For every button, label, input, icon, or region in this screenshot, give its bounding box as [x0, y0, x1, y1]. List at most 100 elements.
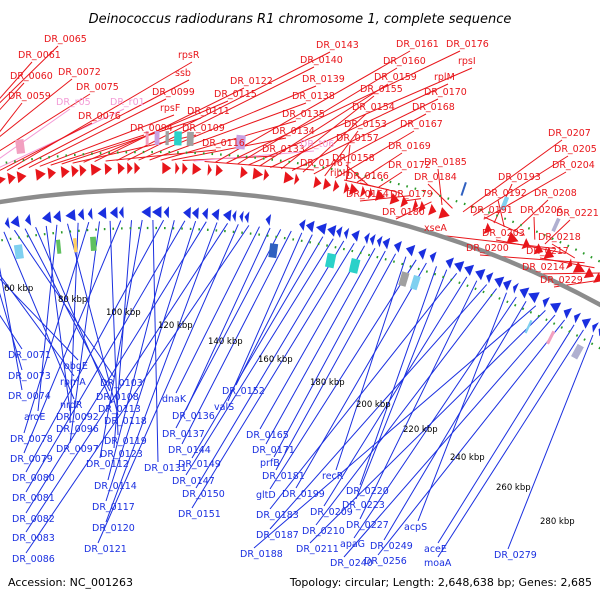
- forward-gene-label[interactable]: DR_0109: [182, 123, 225, 134]
- reverse-gene-label[interactable]: DR_0118: [104, 416, 147, 427]
- reverse-gene-label[interactable]: DR_0071: [8, 350, 51, 361]
- forward-gene-label[interactable]: DR_0094: [130, 123, 173, 134]
- reverse-gene-label[interactable]: DR_0108: [96, 392, 139, 403]
- reverse-gene-label[interactable]: DR_0136: [172, 411, 215, 422]
- forward-gene-label[interactable]: DR_0168: [412, 102, 455, 113]
- forward-gene-label[interactable]: DR_0061: [18, 50, 61, 61]
- reverse-gene-label[interactable]: DR_0078: [10, 434, 53, 445]
- forward-gene-label[interactable]: DR_0172: [388, 160, 431, 171]
- reverse-gene-label[interactable]: DR_0123: [100, 449, 143, 460]
- forward-gene-label[interactable]: DR_0193: [498, 172, 541, 183]
- forward-gene-label[interactable]: DR_0208: [534, 188, 577, 199]
- forward-gene-label[interactable]: DR_r01: [110, 97, 145, 108]
- reverse-gene-label[interactable]: DR_0121: [84, 544, 127, 555]
- reverse-gene-label[interactable]: DR_0150: [182, 489, 225, 500]
- forward-gene-label[interactable]: DR_0191: [470, 205, 513, 216]
- reverse-gene-label[interactable]: DR_0209: [310, 507, 353, 518]
- forward-gene-label[interactable]: DR_0203: [482, 228, 525, 239]
- forward-gene-label[interactable]: DR_0169: [388, 141, 431, 152]
- forward-gene-label[interactable]: DR_0166: [346, 171, 389, 182]
- forward-gene-label[interactable]: DR_0179: [390, 189, 433, 200]
- forward-gene-label[interactable]: DR_0146: [300, 158, 343, 169]
- forward-gene-label[interactable]: DR_0072: [58, 67, 101, 78]
- reverse-gene-label[interactable]: DR_0092: [56, 412, 99, 423]
- reverse-gene-label[interactable]: nrdR: [60, 400, 83, 411]
- reverse-gene-label[interactable]: DR_0171: [252, 445, 295, 456]
- reverse-gene-label[interactable]: DR_0074: [8, 391, 51, 402]
- forward-gene-label[interactable]: DR_t06: [300, 139, 334, 150]
- forward-gene-label[interactable]: DR_0154: [352, 102, 395, 113]
- reverse-gene-label[interactable]: DR_0181: [262, 471, 305, 482]
- forward-gene-label[interactable]: DR_0207: [548, 128, 591, 139]
- reverse-gene-label[interactable]: recR: [322, 471, 344, 482]
- reverse-gene-label[interactable]: aroE: [24, 412, 45, 423]
- reverse-gene-label[interactable]: DR_0223: [342, 500, 385, 511]
- forward-gene-label[interactable]: DR_0170: [424, 87, 467, 98]
- reverse-gene-label[interactable]: obgE: [64, 361, 88, 372]
- reverse-gene-label[interactable]: DR_0149: [178, 459, 221, 470]
- forward-gene-label[interactable]: DR_0134: [272, 126, 315, 137]
- forward-gene-label[interactable]: rpsI: [458, 56, 476, 67]
- forward-gene-label[interactable]: DR_0159: [374, 72, 417, 83]
- reverse-gene-label[interactable]: DR_0119: [104, 436, 147, 447]
- reverse-gene-label[interactable]: DR_0240: [330, 558, 373, 569]
- forward-gene-label[interactable]: DR_0065: [44, 34, 87, 45]
- forward-gene-label[interactable]: DR_0200: [466, 243, 509, 254]
- reverse-gene-label[interactable]: DR_0083: [12, 533, 55, 544]
- reverse-gene-label[interactable]: dnaK: [162, 394, 187, 405]
- reverse-gene-label[interactable]: DR_0079: [10, 454, 53, 465]
- forward-gene-label[interactable]: DR_0192: [484, 188, 527, 199]
- reverse-gene-label[interactable]: DR_0211: [296, 544, 339, 555]
- reverse-gene-label[interactable]: DR_0113: [98, 404, 141, 415]
- forward-gene-label[interactable]: ribH: [330, 168, 350, 179]
- reverse-gene-label[interactable]: DR_0097: [56, 444, 99, 455]
- reverse-gene-label[interactable]: DR_0081: [12, 493, 55, 504]
- forward-gene-label[interactable]: DR_0164: [346, 189, 389, 200]
- forward-gene-label[interactable]: xseA: [424, 223, 447, 234]
- forward-gene-label[interactable]: DR_0217: [526, 246, 569, 257]
- reverse-gene-label[interactable]: gltD: [256, 490, 276, 501]
- reverse-gene-label[interactable]: DR_0220: [346, 486, 389, 497]
- forward-gene-label[interactable]: DR_0214: [522, 262, 565, 273]
- reverse-gene-label[interactable]: DR_0147: [172, 476, 215, 487]
- forward-gene-label[interactable]: DR_0153: [344, 119, 387, 130]
- reverse-gene-label[interactable]: DR_0086: [12, 554, 55, 565]
- reverse-gene-label[interactable]: DR_0137: [162, 429, 205, 440]
- forward-gene-label[interactable]: DR_0204: [552, 160, 595, 171]
- reverse-gene-label[interactable]: prfB: [260, 458, 280, 469]
- forward-gene-label[interactable]: DR_0076: [78, 111, 121, 122]
- reverse-gene-label[interactable]: DR_0279: [494, 550, 537, 561]
- forward-gene-label[interactable]: DR_0139: [302, 74, 345, 85]
- reverse-gene-label[interactable]: DR_0120: [92, 523, 135, 534]
- reverse-gene-label[interactable]: moaA: [424, 558, 452, 569]
- forward-gene-label[interactable]: DR_0115: [214, 89, 257, 100]
- forward-gene-label[interactable]: DR_0184: [414, 172, 457, 183]
- reverse-gene-label[interactable]: DR_0073: [8, 371, 51, 382]
- reverse-gene-label[interactable]: DR_0082: [12, 514, 55, 525]
- forward-gene-label[interactable]: DR_0160: [383, 56, 426, 67]
- forward-gene-label[interactable]: DR_0138: [292, 91, 335, 102]
- reverse-gene-label[interactable]: DR_0151: [178, 509, 221, 520]
- reverse-gene-label[interactable]: acpS: [404, 522, 427, 533]
- forward-gene-label[interactable]: DR_0185: [424, 157, 467, 168]
- reverse-gene-label[interactable]: DR_0103: [100, 378, 143, 389]
- reverse-gene-label[interactable]: DR_0152: [222, 386, 265, 397]
- reverse-gene-label[interactable]: DR_0096: [56, 424, 99, 435]
- reverse-gene-label[interactable]: DR_0256: [364, 556, 407, 567]
- forward-gene-label[interactable]: DR_0060: [10, 71, 53, 82]
- reverse-gene-label[interactable]: DR_0144: [168, 445, 211, 456]
- forward-gene-label[interactable]: DR_0140: [300, 55, 343, 66]
- forward-gene-label[interactable]: DR_0099: [152, 87, 195, 98]
- forward-gene-label[interactable]: DR_0059: [8, 91, 51, 102]
- reverse-gene-label[interactable]: DR_0117: [92, 502, 135, 513]
- forward-gene-label[interactable]: DR_0157: [336, 133, 379, 144]
- forward-gene-label[interactable]: DR_0180: [382, 207, 425, 218]
- forward-gene-label[interactable]: rpsF: [160, 103, 180, 114]
- forward-gene-label[interactable]: ssb: [175, 68, 191, 79]
- forward-gene-label[interactable]: DR_0075: [76, 82, 119, 93]
- forward-gene-label[interactable]: DR_0218: [538, 232, 581, 243]
- reverse-gene-label[interactable]: DR_0114: [94, 481, 137, 492]
- forward-gene-label[interactable]: DR_r05: [56, 97, 91, 108]
- forward-gene-label[interactable]: rplM: [434, 72, 455, 83]
- reverse-gene-label[interactable]: valS: [214, 402, 234, 413]
